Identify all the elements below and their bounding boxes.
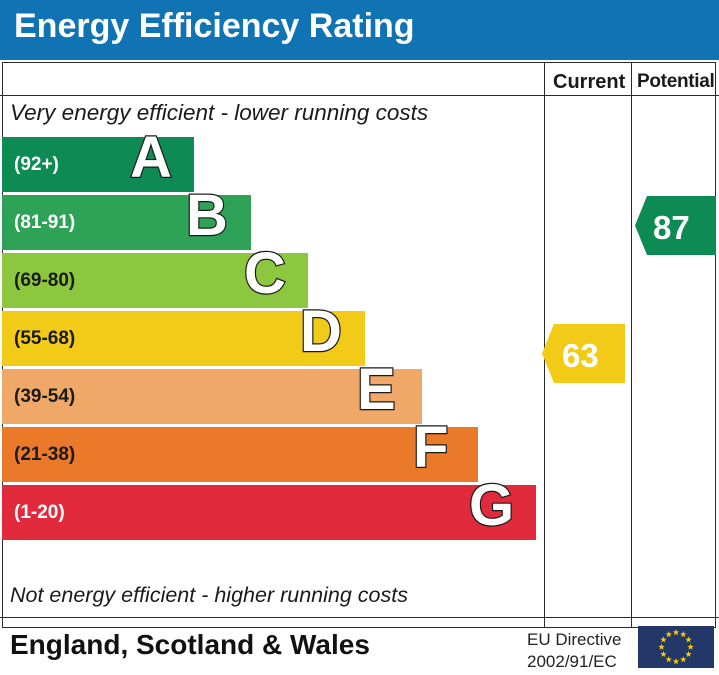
svg-text:F: F <box>413 421 448 479</box>
svg-text:87: 87 <box>653 209 690 246</box>
svg-text:C: C <box>244 247 286 305</box>
svg-text:B: B <box>186 189 228 247</box>
svg-text:G: G <box>469 479 514 537</box>
svg-text:A: A <box>130 131 172 189</box>
svg-text:63: 63 <box>562 337 599 374</box>
svg-text:E: E <box>357 363 396 421</box>
svg-text:D: D <box>300 305 342 363</box>
